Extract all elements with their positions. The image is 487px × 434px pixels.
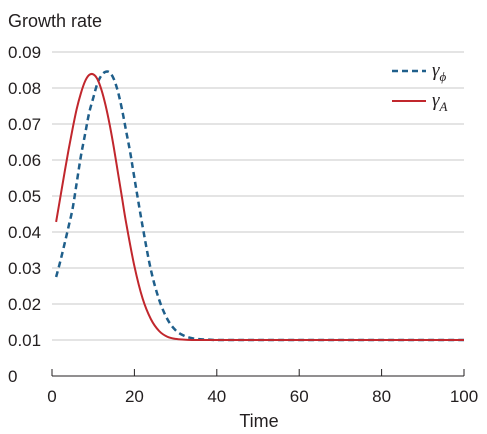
series-lines (54, 70, 464, 342)
y-tick-label-5: 0.05 (8, 187, 41, 206)
legend-label-gamma-a: γA (432, 90, 448, 114)
x-tick-label-3: 60 (290, 387, 309, 406)
x-axis-label: Time (239, 411, 278, 431)
y-tick-label-9: 0.09 (8, 43, 41, 62)
y-tick-label-1: 0.01 (8, 331, 41, 350)
y-tick-label-6: 0.06 (8, 151, 41, 170)
gridlines (52, 51, 464, 341)
x-tick-label-5: 100 (450, 387, 478, 406)
y-tick-labels: 0 0.01 0.02 0.03 0.04 0.05 0.06 0.07 0.08 0.09 (8, 43, 41, 386)
x-tick-labels: 0 20 40 60 80 100 (47, 387, 478, 406)
legend-label-gamma-phi: γϕ (432, 60, 447, 84)
y-tick-label-2: 0.02 (8, 295, 41, 314)
y-axis-label: Growth rate (8, 11, 102, 31)
y-tick-label-3: 0.03 (8, 259, 41, 278)
y-tick-label-8: 0.08 (8, 79, 41, 98)
x-tick-label-0: 0 (47, 387, 56, 406)
x-tick-label-2: 40 (207, 387, 226, 406)
y-tick-label-7: 0.07 (8, 115, 41, 134)
x-tick-label-4: 80 (372, 387, 391, 406)
series-line-gamma-phi (54, 70, 464, 342)
y-tick-label-4: 0.04 (8, 223, 41, 242)
legend: γϕ γA (392, 60, 448, 114)
series-line-gamma-a (55, 72, 464, 342)
axes (51, 369, 465, 377)
y-tick-label-0: 0 (8, 367, 17, 386)
x-tick-label-1: 20 (125, 387, 144, 406)
